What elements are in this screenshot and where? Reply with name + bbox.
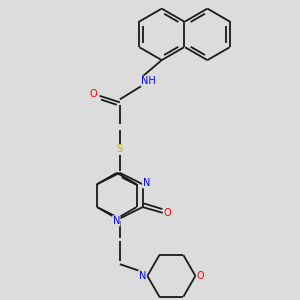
Text: O: O	[197, 271, 205, 281]
Text: N: N	[142, 178, 150, 188]
Text: N: N	[112, 216, 120, 226]
Text: NH: NH	[141, 76, 156, 86]
Text: S: S	[117, 144, 123, 154]
Text: O: O	[89, 89, 97, 99]
Text: O: O	[163, 208, 171, 218]
Text: N: N	[139, 271, 146, 281]
Text: N: N	[139, 271, 146, 281]
